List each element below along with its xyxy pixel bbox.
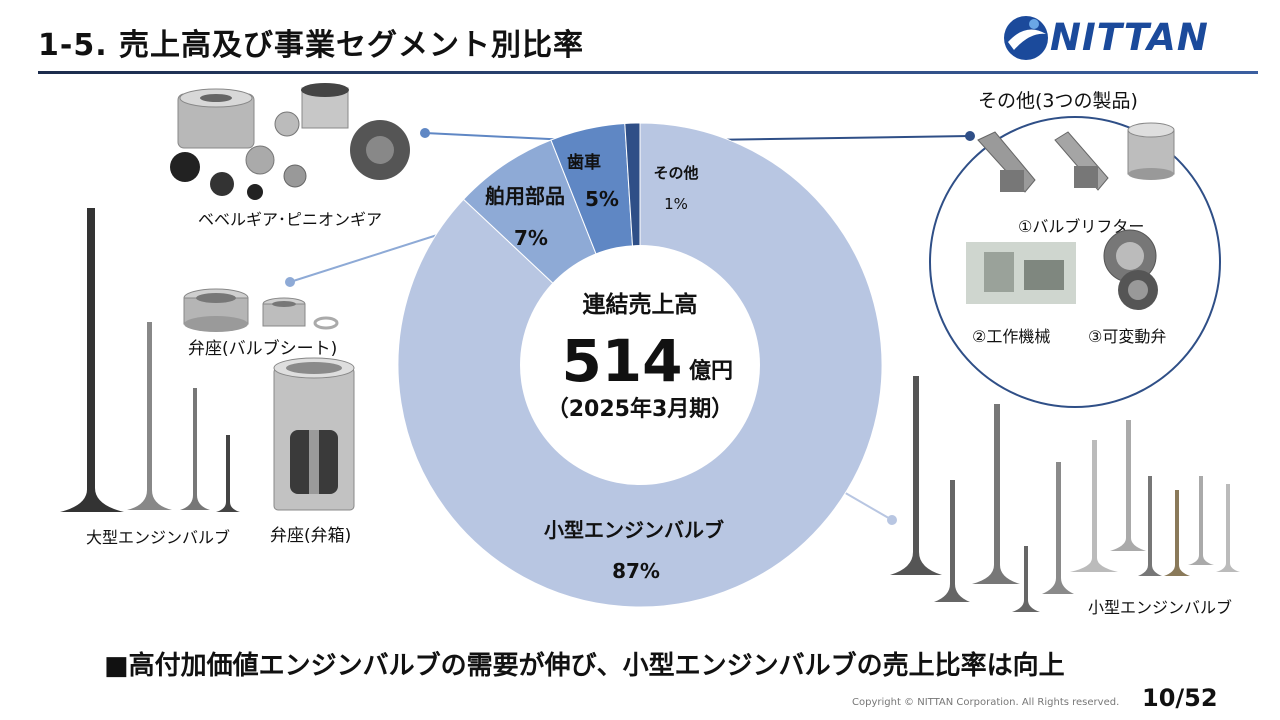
center-period: （2025年3月期） <box>547 396 734 422</box>
large-valve-illustration <box>60 208 240 512</box>
label-other-name: その他 <box>653 164 698 182</box>
label-gear-value: 5% <box>585 187 619 211</box>
page-number: 10/52 <box>1142 684 1218 712</box>
center-value: 514 <box>561 327 682 395</box>
caption-valve-box: 弁座(弁箱) <box>270 526 352 546</box>
other-products-circle <box>929 116 1221 408</box>
label-small-valve-name: 小型エンジンバルブ <box>544 518 724 542</box>
bevel-gear-illustration <box>170 83 410 200</box>
center-unit: 億円 <box>689 358 733 384</box>
title-divider <box>38 71 1258 74</box>
caption-other-title: その他(3つの製品) <box>978 90 1138 112</box>
caption-small-valve: 小型エンジンバルブ <box>1088 598 1233 617</box>
conclusion-text: ■高付加価値エンジンバルブの需要が伸び、小型エンジンバルブの売上比率は向上 <box>104 651 1065 681</box>
label-other-value: 1% <box>664 195 688 213</box>
center-title: 連結売上高 <box>583 291 698 318</box>
valve-seat-illustration <box>183 288 339 332</box>
nittan-logo-mark-icon <box>1004 16 1048 60</box>
caption-variable-valve: ③可変動弁 <box>1088 327 1167 346</box>
caption-bevel-gear: ベベルギア･ピニオンギア <box>198 210 383 229</box>
donut-hole <box>520 245 760 485</box>
caption-valve-seat: 弁座(バルブシート) <box>188 339 338 359</box>
caption-machine-tool: ②工作機械 <box>972 327 1051 346</box>
valve-box-illustration <box>273 357 355 511</box>
caption-valve-lifter: ①バルブリフター <box>1018 217 1145 236</box>
nittan-logo: NITTAN <box>1000 12 1260 66</box>
label-gear-name: 歯車 <box>567 152 601 173</box>
label-marine-value: 7% <box>514 226 548 250</box>
small-valve-illustration <box>890 376 1240 612</box>
page-title: 1-5. 売上高及び事業セグメント別比率 <box>38 28 585 63</box>
label-marine-name: 舶用部品 <box>485 184 565 208</box>
copyright-text: Copyright © NITTAN Corporation. All Righ… <box>852 697 1120 708</box>
logo-text: NITTAN <box>1050 16 1209 59</box>
caption-large-valve: 大型エンジンバルブ <box>86 528 231 547</box>
label-small-valve-value: 87% <box>612 559 660 583</box>
